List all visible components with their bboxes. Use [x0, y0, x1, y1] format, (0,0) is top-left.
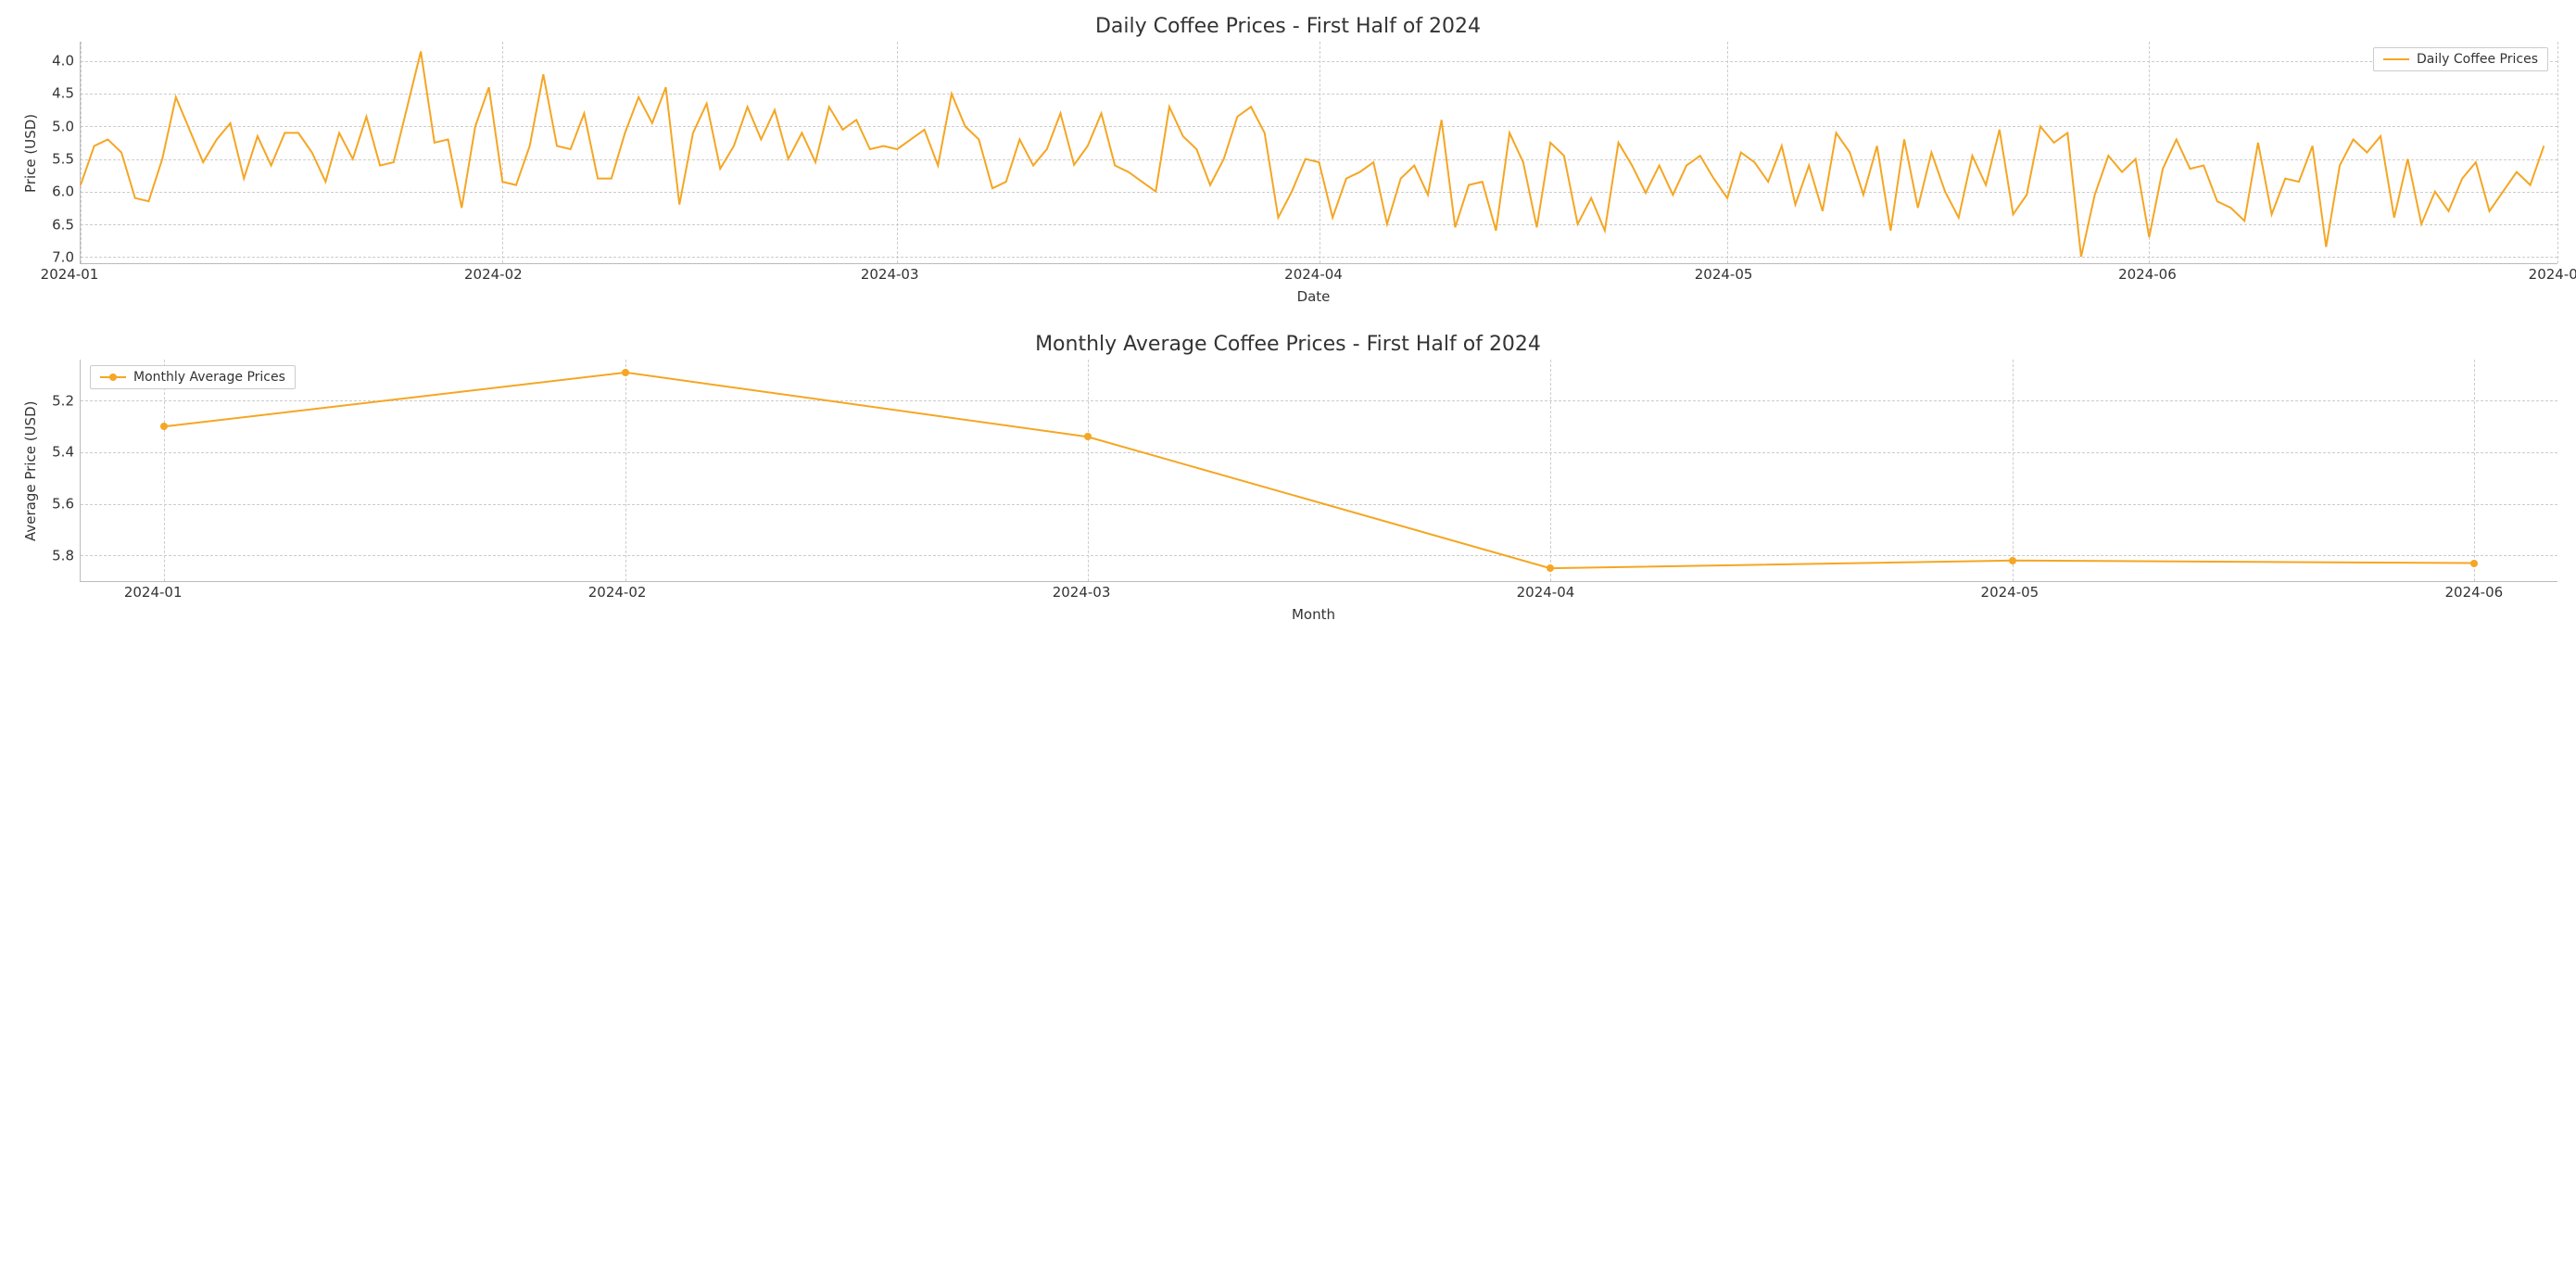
x-ticks: 2024-01 2024-02 2024-03 2024-04 2024-05 2024-…	[69, 582, 2557, 602]
legend-label: Monthly Average Prices	[133, 370, 285, 385]
y-tick-label: 5.2	[52, 394, 74, 408]
y-tick-label: 5.6	[52, 498, 74, 512]
data-marker	[1547, 564, 1554, 572]
plot-area: Monthly Average Prices	[80, 360, 2557, 582]
legend: Daily Coffee Prices	[2373, 47, 2548, 71]
data-marker	[160, 423, 168, 430]
monthly-avg-subplot: Monthly Average Coffee Prices - First Ha…	[19, 333, 2557, 623]
x-tick-label: 2024-04	[1517, 584, 1575, 601]
x-ticks: 2024-012024-022024-032024-042024-052024-…	[69, 264, 2557, 285]
x-tick-label: 2024-01	[41, 266, 99, 283]
y-tick-label: 4.5	[52, 87, 74, 101]
y-tick-label: 6.0	[52, 185, 74, 199]
legend-label: Daily Coffee Prices	[2417, 52, 2538, 67]
y-axis-label: Price (USD)	[19, 42, 43, 264]
line-series	[81, 360, 2557, 581]
data-marker	[2470, 560, 2478, 567]
y-ticks: 4.0 4.5 5.0 5.5 6.0 6.5 7.0	[43, 42, 80, 264]
legend-swatch	[100, 376, 126, 378]
y-tick-label: 6.5	[52, 218, 74, 232]
y-tick-label: 5.5	[52, 153, 74, 167]
x-axis-label: Month	[69, 606, 2557, 623]
figure: Daily Coffee Prices - First Half of 2024…	[19, 15, 2557, 623]
data-marker	[2009, 557, 2016, 564]
y-axis-label: Average Price (USD)	[19, 360, 43, 582]
x-tick-label: 2024-06	[2118, 266, 2177, 283]
x-tick-label: 2024-03	[1053, 584, 1111, 601]
x-tick-label: 2024-01	[124, 584, 183, 601]
x-tick-label: 2024-02	[464, 266, 523, 283]
y-tick-label: 5.4	[52, 446, 74, 460]
x-tick-label: 2024-05	[1981, 584, 2039, 601]
x-tick-label: 2024-07	[2529, 266, 2576, 283]
line-series	[81, 42, 2557, 263]
y-tick-label: 5.0	[52, 120, 74, 133]
x-tick-label: 2024-02	[588, 584, 647, 601]
x-tick-label: 2024-06	[2444, 584, 2503, 601]
y-tick-label: 5.8	[52, 550, 74, 564]
plot-area: Daily Coffee Prices	[80, 42, 2557, 264]
gridline-v	[2557, 42, 2558, 263]
legend-swatch	[2383, 58, 2409, 60]
chart-title: Daily Coffee Prices - First Half of 2024	[19, 15, 2557, 38]
y-tick-label: 4.0	[52, 55, 74, 69]
y-tick-label: 7.0	[52, 250, 74, 264]
data-marker	[622, 369, 629, 376]
x-tick-label: 2024-05	[1695, 266, 1753, 283]
x-tick-label: 2024-03	[861, 266, 919, 283]
legend: Monthly Average Prices	[90, 365, 296, 389]
data-marker	[1084, 433, 1092, 440]
x-tick-label: 2024-04	[1284, 266, 1343, 283]
x-axis-label: Date	[69, 288, 2557, 305]
daily-prices-subplot: Daily Coffee Prices - First Half of 2024…	[19, 15, 2557, 305]
chart-title: Monthly Average Coffee Prices - First Ha…	[19, 333, 2557, 356]
y-ticks: 5.2 5.4 5.6 5.8	[43, 360, 80, 582]
